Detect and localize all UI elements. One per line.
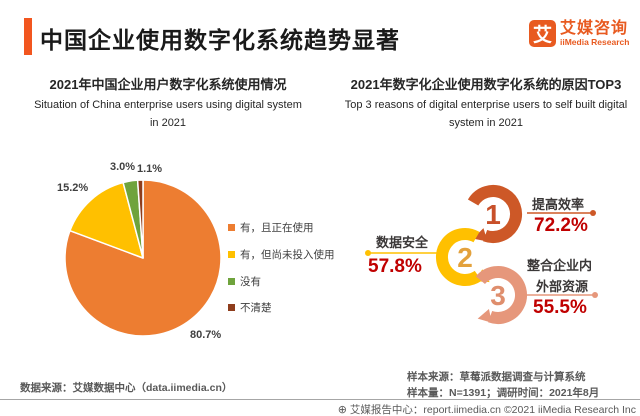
globe-icon: ⊕: [337, 404, 347, 416]
pie-chart-title-en-line2: in 2021: [149, 117, 187, 129]
rank3-circle-arrow-icon: [475, 266, 527, 324]
footer: ⊕ 艾媒报告中心：report.iimedia.cn ©2021 iiMedia…: [338, 402, 636, 416]
rank1-arrowhead-icon: [473, 228, 488, 242]
rank1-circle-arrow-icon: [467, 185, 522, 243]
sample-source-note: 样本来源：草莓派数据调查与计算系统: [407, 371, 586, 383]
pie-label-green: 3.0%: [110, 161, 136, 173]
rank1-number: 1: [485, 199, 501, 230]
pie-chart-title-en-line1: Situation of China enterprise users usin…: [34, 99, 302, 111]
rank2-connector-dot: [365, 250, 371, 256]
footer-divider: [0, 399, 640, 400]
legend-item: 没有: [228, 274, 261, 289]
top3-title-en-line2: system in 2021: [449, 117, 523, 129]
legend-swatch: [228, 251, 235, 258]
legend-swatch: [228, 304, 235, 311]
legend-label: 不清楚: [240, 302, 272, 314]
logo-name-en: iiMedia Research: [560, 37, 630, 47]
top3-title-en-line1: Top 3 reasons of digital enterprise user…: [344, 99, 628, 111]
iimedia-logo-icon: 艾: [529, 20, 556, 47]
top3-diagram: 1 2 3: [365, 185, 598, 324]
rank1-connector-dot: [590, 210, 596, 216]
rank3-connector-dot: [592, 292, 598, 298]
top3-title-cn: 2021年数字化企业使用数字化系统的原因TOP3: [350, 77, 622, 92]
pie-slice: [69, 181, 144, 259]
reason1-value: 72.2%: [534, 215, 588, 236]
legend-item: 有，且正在使用: [228, 220, 314, 235]
rank3-arrowhead-icon: [477, 309, 492, 323]
reason3-value: 55.5%: [533, 297, 587, 318]
reason2-value: 57.8%: [368, 256, 422, 277]
legend-item: 不清楚: [228, 300, 272, 315]
legend-label: 没有: [240, 276, 261, 288]
legend-item: 有，但尚未投入使用: [228, 247, 335, 262]
pie-slice: [64, 179, 222, 337]
rank2-number: 2: [457, 242, 473, 273]
legend-swatch: [228, 224, 235, 231]
data-source-note: 数据来源：艾媒数据中心（data.iimedia.cn）: [20, 382, 233, 394]
pie-label-yellow: 15.2%: [57, 182, 89, 194]
pie-label-orange: 80.7%: [190, 329, 222, 341]
reason2-label: 数据安全: [376, 235, 429, 250]
reason3-label-line1: 整合企业内: [527, 258, 593, 273]
title-accent-bar: [24, 18, 32, 55]
legend-label: 有，但尚未投入使用: [240, 249, 335, 261]
reason3-label-line2: 外部资源: [536, 279, 589, 294]
reason1-label: 提高效率: [532, 197, 585, 212]
page-title: 中国企业使用数字化系统趋势显著: [40, 27, 400, 53]
sample-size-note: 样本量：N=1391；调研时间：2021年8月: [407, 387, 600, 399]
pie-chart-title-cn: 2021年中国企业用户数字化系统使用情况: [49, 77, 287, 92]
pie-slice: [136, 179, 144, 259]
rank3-number: 3: [490, 280, 506, 311]
logo-name-cn: 艾媒咨询: [560, 20, 629, 37]
iimedia-logo: 艾 艾媒咨询 iiMedia Research: [529, 20, 629, 47]
pie-chart: [64, 179, 222, 337]
legend-swatch: [228, 278, 235, 285]
pie-label-darkred: 1.1%: [137, 163, 163, 175]
legend-label: 有，且正在使用: [240, 222, 314, 234]
rank2-circle-arrow-icon: [435, 228, 482, 286]
footer-text: 艾媒报告中心：report.iimedia.cn ©2021 iiMedia R…: [349, 404, 636, 416]
